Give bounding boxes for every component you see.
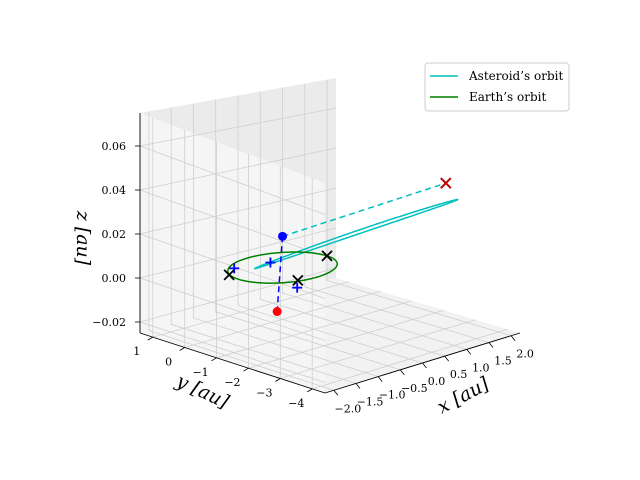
marker-dot-8 xyxy=(278,231,288,241)
marker-stroke xyxy=(292,274,304,286)
x-tick-label: −0.5 xyxy=(401,382,428,395)
series-layer xyxy=(223,177,459,317)
y-tick-label: 0 xyxy=(165,355,172,368)
series-line-1 xyxy=(227,251,338,284)
marker-stroke xyxy=(223,269,235,281)
x-tick-label: −2.0 xyxy=(335,402,362,415)
x-tick-label: 1.5 xyxy=(494,355,512,368)
x-tick-mark xyxy=(400,369,405,376)
y-tick-label: −2 xyxy=(224,376,240,389)
dashed-line-0 xyxy=(282,182,447,238)
x-tick-mark xyxy=(422,362,427,369)
z-tick-label: 0.06 xyxy=(102,140,127,153)
x-tick-label: 2.0 xyxy=(516,348,534,361)
grid-line-x xyxy=(259,91,445,357)
marker-stroke xyxy=(321,250,333,262)
marker-plus-7 xyxy=(292,282,303,293)
dashed-line-1 xyxy=(276,236,284,312)
marker-x-0 xyxy=(321,250,333,262)
grid-line-x xyxy=(170,107,357,384)
x-tick-label: 0.5 xyxy=(450,368,468,381)
z-tick-label: −0.02 xyxy=(92,316,126,329)
z-tick-label: 0.00 xyxy=(102,272,127,285)
x-tick-label: −1.5 xyxy=(357,395,384,408)
legend: Asteroid’s orbit Earth’s orbit xyxy=(424,62,570,112)
x-tick-label: 1.0 xyxy=(472,361,490,374)
marker-x-2 xyxy=(292,274,304,286)
marker-plus-6 xyxy=(265,257,276,268)
marker-x-4 xyxy=(440,177,452,189)
grid-line-x xyxy=(326,79,512,337)
y-tick-label: −3 xyxy=(256,387,272,400)
marker-plus-5 xyxy=(229,263,240,274)
x-tick-mark xyxy=(355,383,361,389)
side-pane xyxy=(140,113,325,393)
marker-dot xyxy=(278,231,288,241)
marker-stroke xyxy=(440,177,452,189)
y-tick-mark xyxy=(211,357,217,362)
z-tick-label: 0.02 xyxy=(102,228,127,241)
y-axis-line xyxy=(139,332,326,394)
x-tick-mark xyxy=(333,390,339,396)
grid-line-x xyxy=(304,83,490,343)
x-tick-mark xyxy=(510,335,516,341)
y-tick-mark xyxy=(243,367,249,372)
z-axis-label: z [au] xyxy=(72,210,94,266)
y-tick-label: 1 xyxy=(133,345,140,358)
tick-labels: −2.0−1.5−1.0−0.50.0 0.5 1.0 1.5 2.0 1 0 −1 −2 −3 −… xyxy=(92,140,534,415)
marker-dot-9 xyxy=(272,307,282,317)
y-tick-mark xyxy=(307,388,313,393)
y-tick-mark xyxy=(179,347,185,351)
grid-line-x xyxy=(193,103,379,377)
z-tick-label: 0.04 xyxy=(102,184,127,197)
grid-line-x xyxy=(215,99,401,371)
x-tick-mark xyxy=(488,342,494,348)
y-tick-label: −4 xyxy=(288,397,304,410)
axis-lines xyxy=(135,113,521,396)
series-line-0 xyxy=(254,198,459,270)
x-tick-mark xyxy=(466,349,472,355)
grid-line-x xyxy=(237,95,423,364)
legend-label-earth: Earth’s orbit xyxy=(469,90,546,104)
grid-line-x xyxy=(148,111,335,391)
x-tick-label: 0.0 xyxy=(428,375,446,388)
x-tick-mark xyxy=(377,376,383,382)
y-tick-mark xyxy=(275,378,281,382)
x-tick-label: −1.0 xyxy=(379,389,406,402)
legend-label-asteroid: Asteroid’s orbit xyxy=(468,69,563,83)
grid-line-x xyxy=(282,87,467,350)
legend-frame xyxy=(424,62,570,112)
y-tick-label: −1 xyxy=(192,366,208,379)
marker-dot xyxy=(272,307,282,317)
x-tick-mark xyxy=(444,355,449,362)
marker-x-1 xyxy=(223,269,235,281)
y-tick-mark xyxy=(147,336,153,341)
